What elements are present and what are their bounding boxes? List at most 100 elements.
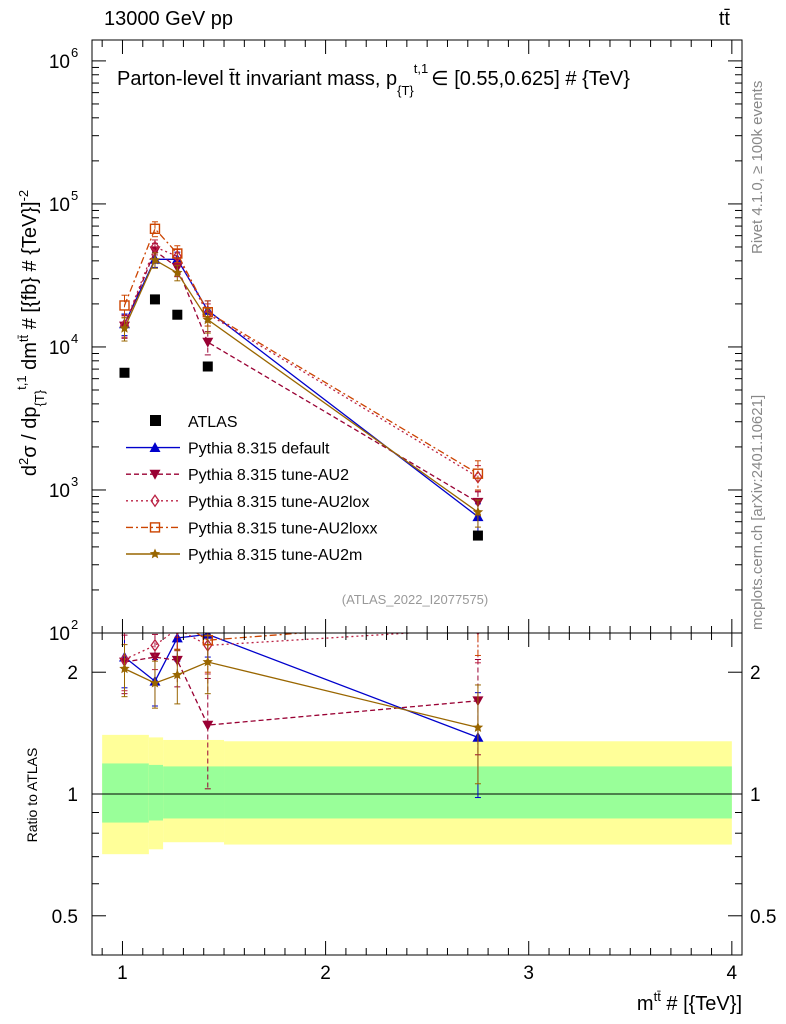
y-tick-label: 10 — [49, 52, 70, 73]
square-marker — [119, 300, 130, 311]
series-line — [123, 249, 479, 503]
y-tick-exponent: 3 — [71, 474, 78, 489]
legend-item: Pythia 8.315 tune-AU2lox — [126, 494, 369, 511]
legend-item: Pythia 8.315 tune-AU2 — [126, 467, 349, 484]
ratio-y-tick-label-right: 2 — [750, 663, 761, 684]
triangle-down-marker — [202, 337, 214, 348]
y-label-part: {T} — [32, 389, 47, 406]
main-frame — [91, 39, 743, 634]
x-tick-label: 3 — [523, 963, 534, 984]
y-tick-label: 10 — [49, 481, 70, 502]
chart-title-text: Parton-level t̄t invariant mass, p — [117, 68, 397, 90]
y-label-part: σ / dp — [19, 407, 41, 458]
star-marker — [149, 677, 161, 688]
chart-title-sub: {T} — [397, 83, 414, 98]
ratio-y-tick-label-left: 0.5 — [52, 907, 78, 928]
series-4 — [119, 252, 484, 528]
ratio-series-4 — [119, 634, 484, 785]
legend-item: Pythia 8.315 tune-AU2loxx — [126, 520, 377, 537]
legend-item: Pythia 8.315 default — [126, 441, 330, 458]
y-tick-label: 10 — [49, 195, 70, 216]
star-marker — [149, 548, 161, 559]
y-label-part: 2 — [16, 458, 31, 465]
legend-atlas-marker — [150, 415, 161, 426]
ratio-y-tick-label-right: 1 — [750, 785, 761, 806]
atlas-data-point — [119, 367, 130, 378]
x-axis-label: mtt̄ # [{TeV}] — [637, 989, 742, 1015]
ratio-y-tick-label-left: 2 — [67, 663, 78, 684]
mcplots-label: mcplots.cern.ch [arXiv:2401.10621] — [749, 395, 766, 630]
square-marker — [173, 616, 182, 625]
ratio-y-tick-label-right: 0.5 — [750, 907, 776, 928]
series-0 — [119, 251, 484, 534]
star-marker — [119, 322, 130, 333]
process-label: tt̄ — [719, 8, 731, 30]
square-marker — [149, 223, 161, 235]
green-band-segment — [163, 766, 225, 819]
x-tick-label: 1 — [117, 963, 128, 984]
y-label-part: # [{fb} # {TeV}] — [19, 201, 41, 334]
series-line — [123, 246, 479, 478]
diamond-marker — [175, 633, 180, 636]
svg-text:d2σ / dp{T}t,1 dmtt̄ # [{fb} #: d2σ / dp{T}t,1 dmtt̄ # [{fb} # {TeV}]-2 — [14, 190, 47, 476]
y-label-part: t,1 — [14, 375, 29, 389]
y-tick-label: 10 — [49, 338, 70, 359]
legend-item: Pythia 8.315 tune-AU2m — [126, 547, 362, 564]
y-tick-exponent: 4 — [71, 331, 78, 346]
watermark: (ATLAS_2022_I2077575) — [342, 592, 488, 607]
atlas-data-point — [149, 294, 160, 305]
y-label-part: -2 — [16, 190, 31, 202]
legend-label: Pythia 8.315 tune-AU2 — [188, 467, 349, 484]
triangle-up-marker — [149, 442, 161, 452]
main-series-layer — [119, 221, 484, 541]
star-marker — [472, 722, 484, 732]
chart-title-tail: ∈ [0.55,0.625] # {TeV} — [431, 68, 630, 90]
legend-label: Pythia 8.315 default — [188, 441, 330, 458]
star-marker — [172, 267, 183, 278]
atlas-data-point — [472, 530, 483, 541]
svg-text:Parton-level t̄t invariant mas: Parton-level t̄t invariant mass, p{T}t,1… — [117, 61, 630, 98]
star-marker — [202, 656, 213, 667]
green-band-segment — [148, 764, 164, 821]
legend-label: Pythia 8.315 tune-AU2lox — [188, 494, 369, 511]
star-marker — [119, 663, 130, 674]
star-marker — [472, 506, 484, 517]
svg-text:mtt̄ # [{TeV}]: mtt̄ # [{TeV}] — [637, 989, 742, 1015]
y-tick-exponent: 5 — [71, 188, 78, 203]
diamond-marker — [150, 494, 160, 508]
triangle-down-marker — [149, 652, 161, 663]
y-label-part: d — [19, 465, 41, 476]
ratio-uncertainty-bands — [92, 734, 742, 855]
y-label-part: dm — [19, 342, 41, 375]
diamond-marker — [476, 633, 480, 636]
triangle-down-marker — [202, 720, 214, 731]
y-tick-exponent: 2 — [71, 617, 78, 632]
x-tick-label: 2 — [320, 963, 331, 984]
triangle-up-marker — [171, 253, 183, 264]
square-marker — [150, 590, 159, 599]
chart-title: Parton-level t̄t invariant mass, p{T}t,1… — [117, 61, 630, 98]
ratio-series-layer — [119, 590, 484, 799]
triangle-down-marker — [149, 469, 161, 480]
rivet-label: Rivet 4.1.0, ≥ 100k events — [749, 81, 766, 254]
star-marker — [149, 254, 161, 265]
x-tick-label: 4 — [727, 963, 738, 984]
diamond-marker — [150, 638, 160, 653]
chart-title-sup: t,1 — [414, 61, 428, 76]
y-label-part: tt̄ — [16, 334, 31, 342]
star-marker — [202, 314, 213, 325]
ratio-y-tick-label-left: 1 — [67, 785, 78, 806]
y-axis-label-ratio: Ratio to ATLAS — [24, 748, 40, 843]
x-axis-label-m: m — [637, 993, 654, 1015]
y-tick-label: 10 — [49, 624, 70, 645]
square-marker — [472, 468, 484, 479]
ratio-series-line — [124, 633, 421, 661]
star-marker — [172, 669, 183, 680]
atlas-data-point — [172, 309, 183, 320]
square-marker — [473, 615, 482, 624]
legend: ATLAS Pythia 8.315 default Pythia 8.315 tu… — [126, 414, 377, 564]
atlas-data-points — [119, 294, 483, 541]
square-marker — [172, 248, 183, 259]
